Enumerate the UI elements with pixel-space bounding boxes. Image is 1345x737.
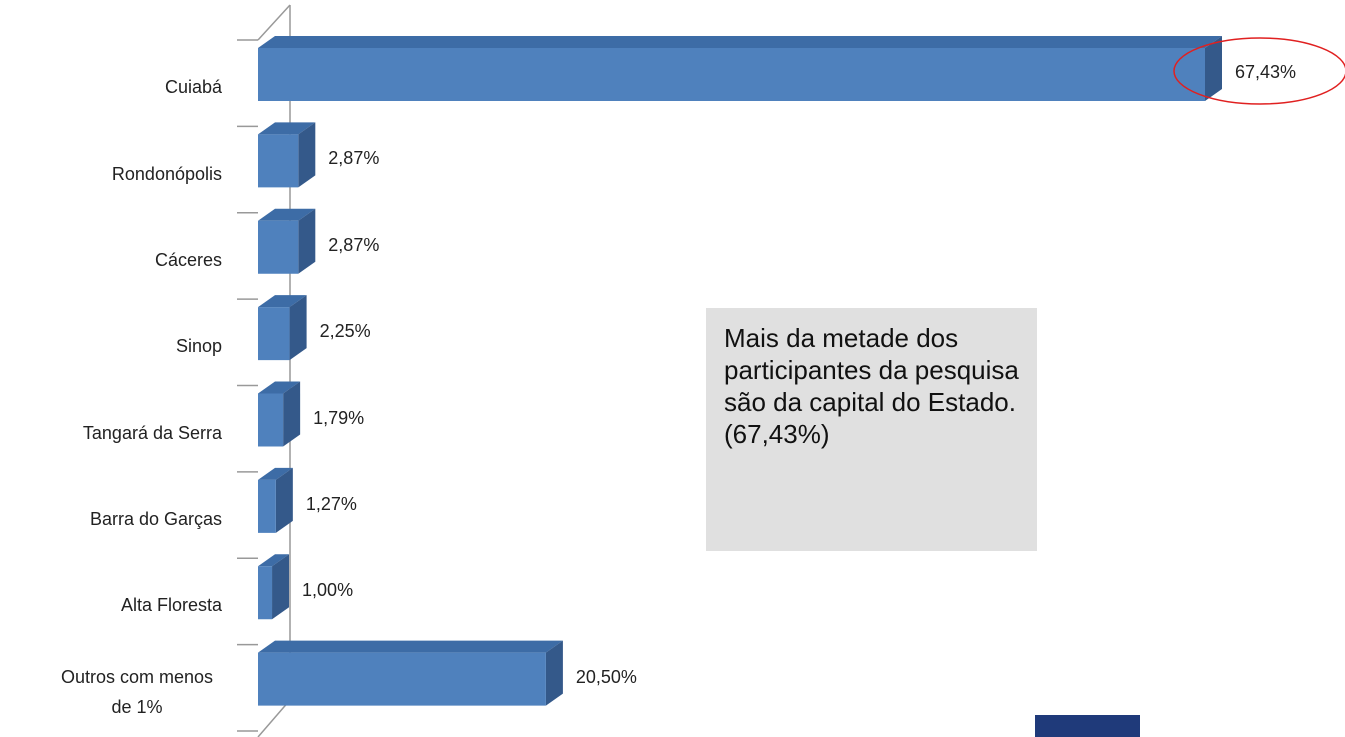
bar-side [275,467,293,533]
bar-top [258,295,307,308]
bar-side [545,640,563,706]
axis-depth-bottom [257,699,291,737]
category-label: Sinop [0,307,222,385]
value-label: 67,43% [1235,62,1297,82]
category-label-text: Sinop [175,336,222,357]
bar-top [258,640,563,653]
highlight-ellipse [1173,37,1345,105]
category-label-text: Outros com menos de 1% [60,666,214,717]
bar-side [298,122,316,188]
bar [258,48,1205,101]
category-label: Alta Floresta [0,566,222,644]
axis-depth-top [257,4,291,41]
value-label: 2,87% [328,148,380,169]
bar-top [258,381,301,394]
bar-side [272,554,290,620]
bar-top [258,122,316,135]
value-label: 2,25% [319,321,371,342]
logo [1035,715,1140,737]
value-label: 2,87% [328,234,380,255]
category-label-text: Barra do Garças [89,509,222,530]
category-label: Tangará da Serra [0,394,222,472]
category-label-text: Alta Floresta [120,595,222,616]
bar-side [283,381,301,447]
category-label-text: Tangará da Serra [82,422,222,443]
bar [258,652,546,706]
bar [258,566,273,620]
bar [258,220,299,274]
value-label: 1,79% [313,407,365,428]
bar-top [258,36,1222,48]
category-label: Rondonópolis [0,134,222,212]
bar [258,134,299,188]
category-label: Outros com menos de 1% [0,653,222,731]
value-label: 1,00% [302,580,354,601]
category-label-text: Cuiabá [164,77,222,98]
bar-top [258,467,293,480]
bar-top [258,208,316,221]
value-label: 1,27% [305,493,357,514]
bar-side [289,295,307,361]
category-label-text: Cáceres [154,249,222,270]
annotation: Mais da metade dos participantes da pesq… [706,308,1037,551]
bar-side [298,208,316,274]
bar-top [258,554,290,567]
category-label: Barra do Garças [0,480,222,558]
category-label: Cáceres [0,221,222,299]
bar [258,307,290,361]
bar [258,393,284,447]
value-label: 20,50% [575,666,637,687]
category-label: Cuiabá [0,48,222,126]
bar [258,479,276,533]
bar-side [1205,36,1222,101]
category-label-text: Rondonópolis [111,163,222,184]
